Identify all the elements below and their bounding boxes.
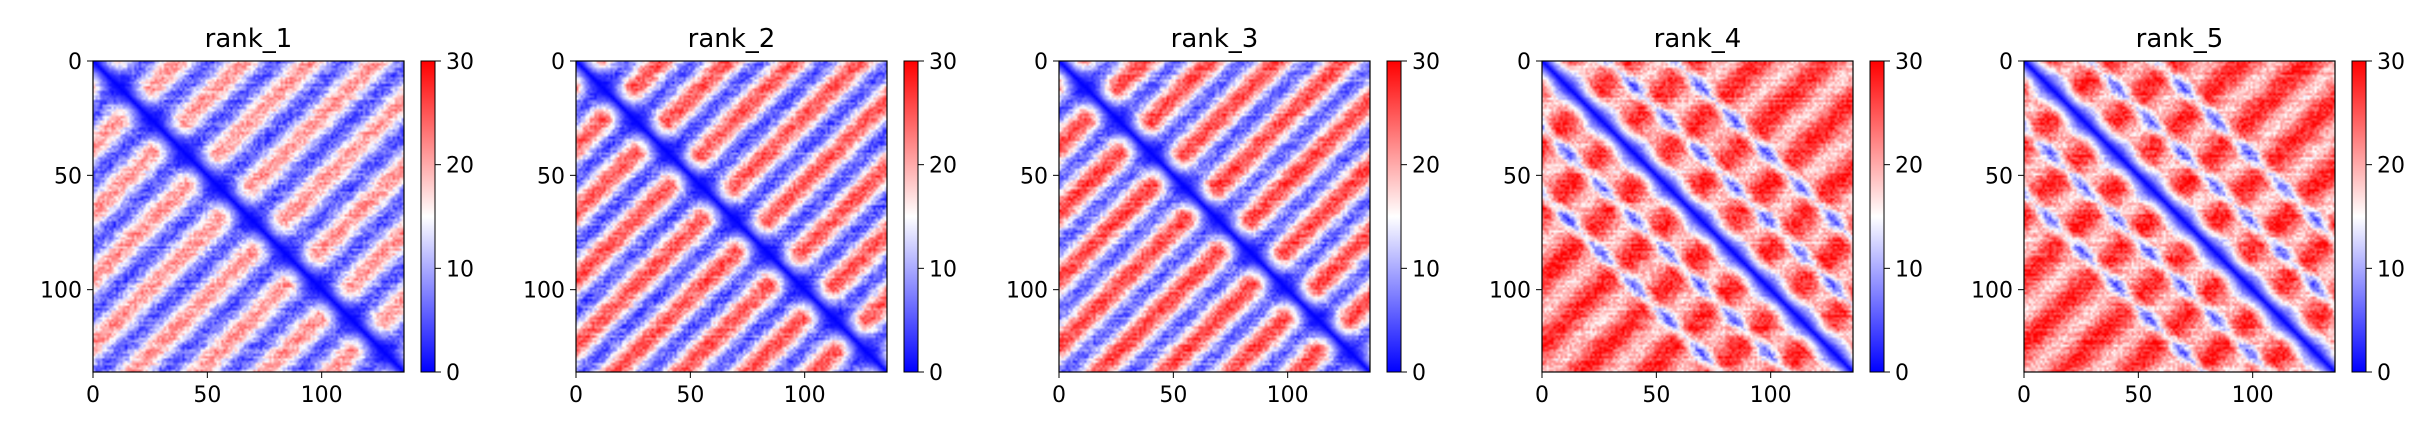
y-tick-label: 0 (551, 50, 565, 75)
axes-frame (2023, 60, 2336, 373)
colorbar-tick-label: 10 (2377, 257, 2405, 282)
x-tick-label: 50 (1159, 383, 1187, 408)
colorbar-tick-label: 10 (446, 257, 474, 282)
colorbar-tick-label: 20 (446, 154, 474, 179)
heatmap-panel-5: rank_5 0 50 100 0 50 100 0 10 20 30 (1971, 24, 2405, 408)
colorbar-tick-label: 0 (1895, 361, 1909, 386)
colorbar (903, 60, 919, 373)
y-tick-label: 100 (1971, 279, 2013, 304)
x-tick-label: 0 (86, 383, 100, 408)
colorbar-tick-label: 30 (1412, 50, 1440, 75)
y-tick-label: 100 (1489, 279, 1531, 304)
colorbar-tick-label: 20 (929, 154, 957, 179)
axes-frame (575, 60, 888, 373)
x-tick-label: 0 (1535, 383, 1549, 408)
colorbar (420, 60, 436, 373)
y-tick-label: 50 (1985, 164, 2013, 189)
panel-title: rank_3 (1171, 24, 1259, 54)
heatmap-matrix-4 (1542, 61, 1853, 372)
x-tick-label: 100 (1267, 383, 1309, 408)
colorbar-tick-label: 20 (2377, 154, 2405, 179)
x-tick-label: 50 (676, 383, 704, 408)
panel-title: rank_1 (205, 24, 293, 54)
x-tick-label: 0 (2017, 383, 2031, 408)
axes-frame (1058, 60, 1371, 373)
y-tick-label: 50 (537, 164, 565, 189)
colorbar-tick-label: 0 (929, 361, 943, 386)
heatmap-matrix-3 (1059, 61, 1370, 372)
heatmap-matrix-5 (2024, 61, 2335, 372)
colorbar (2351, 60, 2367, 373)
y-tick-label: 100 (40, 279, 82, 304)
y-tick-label: 100 (523, 279, 565, 304)
colorbar-tick-label: 0 (1412, 361, 1426, 386)
y-tick-label: 50 (1503, 164, 1531, 189)
heatmap-panel-3: rank_3 0 50 100 0 50 100 0 10 20 30 (1006, 24, 1440, 408)
y-tick-label: 50 (54, 164, 82, 189)
colorbar-tick-label: 20 (1412, 154, 1440, 179)
heatmap-panel-2: rank_2 0 50 100 0 50 100 0 10 20 30 (523, 24, 957, 408)
colorbar (1869, 60, 1885, 373)
x-tick-label: 100 (1750, 383, 1792, 408)
panel-title: rank_4 (1654, 24, 1742, 54)
x-tick-label: 0 (569, 383, 583, 408)
heatmap-matrix-1 (93, 61, 404, 372)
colorbar-tick-label: 10 (929, 257, 957, 282)
colorbar-tick-label: 30 (929, 50, 957, 75)
colorbar-tick-label: 20 (1895, 154, 1923, 179)
x-tick-label: 100 (2232, 383, 2274, 408)
axes-frame (1541, 60, 1854, 373)
colorbar-tick-label: 0 (446, 361, 460, 386)
x-tick-label: 50 (1642, 383, 1670, 408)
x-tick-label: 100 (784, 383, 826, 408)
colorbar-tick-label: 10 (1412, 257, 1440, 282)
y-tick-label: 100 (1006, 279, 1048, 304)
colorbar-tick-label: 0 (2377, 361, 2391, 386)
x-tick-label: 0 (1052, 383, 1066, 408)
y-tick-label: 50 (1020, 164, 1048, 189)
y-tick-label: 0 (1999, 50, 2013, 75)
x-tick-label: 100 (301, 383, 343, 408)
heatmap-matrix-2 (576, 61, 887, 372)
colorbar-tick-label: 30 (2377, 50, 2405, 75)
colorbar-tick-label: 30 (446, 50, 474, 75)
heatmap-panel-4: rank_4 0 50 100 0 50 100 0 10 20 30 (1489, 24, 1923, 408)
axes-frame (92, 60, 405, 373)
y-tick-label: 0 (68, 50, 82, 75)
colorbar-tick-label: 30 (1895, 50, 1923, 75)
panel-title: rank_5 (2136, 24, 2224, 54)
x-tick-label: 50 (193, 383, 221, 408)
heatmap-panel-1: rank_1 0 50 100 0 50 100 0 10 20 30 (40, 24, 474, 408)
y-tick-label: 0 (1517, 50, 1531, 75)
colorbar (1386, 60, 1402, 373)
y-tick-label: 0 (1034, 50, 1048, 75)
colorbar-tick-label: 10 (1895, 257, 1923, 282)
x-tick-label: 50 (2124, 383, 2152, 408)
panel-title: rank_2 (688, 24, 776, 54)
